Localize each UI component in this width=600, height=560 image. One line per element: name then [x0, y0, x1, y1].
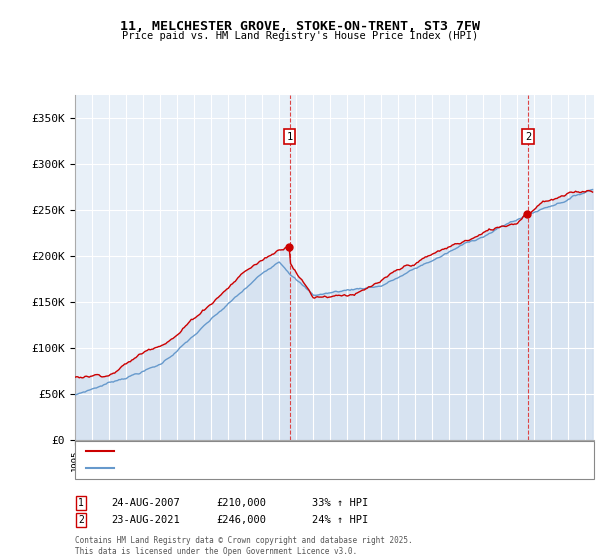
Text: 11, MELCHESTER GROVE, STOKE-ON-TRENT, ST3 7FW (detached house): 11, MELCHESTER GROVE, STOKE-ON-TRENT, ST…: [118, 447, 475, 456]
Text: 2: 2: [525, 132, 531, 142]
Text: 2: 2: [78, 515, 84, 525]
Text: 11, MELCHESTER GROVE, STOKE-ON-TRENT, ST3 7FW: 11, MELCHESTER GROVE, STOKE-ON-TRENT, ST…: [120, 20, 480, 32]
Text: 23-AUG-2021: 23-AUG-2021: [111, 515, 180, 525]
Text: 24% ↑ HPI: 24% ↑ HPI: [312, 515, 368, 525]
Text: Price paid vs. HM Land Registry's House Price Index (HPI): Price paid vs. HM Land Registry's House …: [122, 31, 478, 41]
Text: Contains HM Land Registry data © Crown copyright and database right 2025.
This d: Contains HM Land Registry data © Crown c…: [75, 536, 413, 556]
Text: 1: 1: [78, 498, 84, 508]
Text: 33% ↑ HPI: 33% ↑ HPI: [312, 498, 368, 508]
Text: £246,000: £246,000: [216, 515, 266, 525]
Text: £210,000: £210,000: [216, 498, 266, 508]
Text: HPI: Average price, detached house, Stoke-on-Trent: HPI: Average price, detached house, Stok…: [118, 464, 406, 473]
Text: 24-AUG-2007: 24-AUG-2007: [111, 498, 180, 508]
Text: 1: 1: [287, 132, 293, 142]
